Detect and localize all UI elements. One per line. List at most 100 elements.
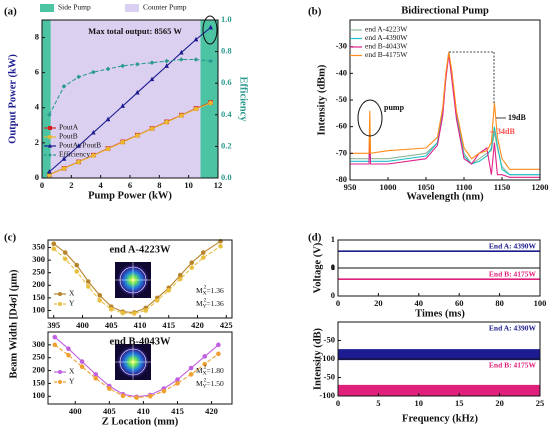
x-tick-label: 400	[69, 406, 82, 416]
y2-tick-label: 0.8	[221, 46, 232, 56]
x-tick-label: 8	[157, 180, 161, 190]
y-tick-label: -50	[324, 334, 335, 344]
series-line	[53, 245, 221, 315]
x-axis-label: Z Location (mm)	[102, 416, 179, 427]
y-tick-label: -60	[336, 121, 347, 131]
legend-label: end A-4223W	[365, 25, 408, 34]
legend-label: Side Pump	[58, 3, 91, 12]
data-point	[202, 354, 208, 359]
x-tick-label: 1000	[380, 182, 397, 192]
beam-inset	[115, 344, 151, 380]
x-axis-label: Wavelength (nm)	[406, 191, 484, 202]
region	[200, 20, 218, 178]
data-point	[47, 169, 52, 174]
annotation: pump	[384, 103, 405, 112]
data-point	[47, 112, 52, 118]
m2-base: M	[196, 299, 203, 308]
legend-label: end B-4175W	[365, 50, 408, 59]
y-tick-label: 150	[32, 292, 45, 302]
region	[50, 20, 201, 178]
x-tick-label: 425	[220, 320, 233, 330]
legend-label: PoutB	[59, 132, 78, 141]
y2-tick-label: 0.4	[221, 109, 232, 119]
data-point	[135, 89, 140, 95]
data-point	[97, 298, 103, 303]
y-tick-label: 0	[331, 262, 335, 272]
y-tick-label: 350	[32, 242, 45, 252]
y-tick-label: -80	[336, 174, 347, 184]
data-point	[179, 113, 184, 118]
x-tick-label: 1050	[418, 182, 435, 192]
x-tick-label: 415	[162, 320, 175, 330]
y2-tick-label: 0.0	[221, 172, 232, 182]
data-point	[177, 276, 183, 282]
m2-rest: =1.36	[206, 299, 224, 308]
y2-tick-label: 0.6	[221, 77, 232, 87]
data-point	[91, 129, 96, 135]
x-tick-label: 15	[455, 398, 464, 408]
x-tick-label: 415	[171, 406, 184, 416]
x-tick-label: 1150	[494, 182, 511, 192]
x-tick-label: 1200	[532, 182, 549, 192]
m2-rest: =1.36	[206, 286, 224, 295]
data-point	[216, 351, 221, 357]
annotation: Max total output: 8565 W	[88, 26, 182, 36]
y-tick-label: 1	[331, 234, 335, 244]
data-point	[161, 388, 167, 394]
data-point	[166, 288, 172, 293]
data-point	[193, 36, 199, 42]
data-point	[108, 306, 114, 312]
series-label: End B: 4175W	[489, 270, 537, 279]
annotation: 34dB	[497, 127, 515, 136]
y-tick-label: 2	[35, 137, 39, 147]
highlight-ellipse	[202, 15, 218, 45]
data-point	[120, 139, 125, 145]
y-tick-label: 200	[32, 279, 45, 289]
m2-base: M	[196, 366, 203, 375]
legend-swatch	[40, 4, 54, 12]
series-label: End A: 4390W	[489, 242, 537, 251]
data-point	[51, 246, 57, 252]
x-tick-label: 100	[534, 298, 547, 308]
y-tick-label: 100	[32, 390, 45, 400]
data-point	[164, 58, 169, 64]
legend-marker	[48, 126, 52, 130]
data-point	[61, 166, 67, 171]
data-point	[51, 241, 57, 247]
series-label: End B: 4175W	[489, 361, 537, 370]
x-tick-label: 1100	[456, 182, 473, 192]
plot-frame	[337, 267, 541, 297]
data-point	[177, 272, 183, 278]
y-tick-label: 1	[331, 262, 335, 272]
legend-label: Y	[69, 299, 75, 308]
m2-sub: Y	[203, 304, 207, 310]
data-point	[105, 116, 111, 122]
legend-marker	[48, 135, 52, 139]
y-axis-label: Output Power (kW)	[7, 54, 18, 144]
legend-marker	[48, 153, 52, 157]
x-tick-label: 410	[137, 406, 150, 416]
data-point	[164, 119, 169, 125]
legend-marker	[58, 380, 62, 384]
chart-title: Bidirectional Pump	[401, 5, 489, 16]
beam-quality: MY2=1.50	[196, 378, 224, 390]
legend-label: X	[69, 289, 75, 298]
data-point	[131, 311, 137, 316]
data-point	[216, 342, 221, 348]
data-point	[52, 334, 58, 340]
x-tick-label: 0	[336, 398, 340, 408]
x-tick-label: 6	[128, 180, 132, 190]
data-point	[179, 49, 184, 55]
data-point	[147, 393, 153, 399]
legend-label: X	[69, 367, 75, 376]
y-tick-label: 0	[331, 290, 335, 300]
y-tick-label: -100	[319, 353, 335, 363]
y-tick-label: -30	[336, 41, 347, 51]
data-point	[149, 60, 155, 65]
data-point	[85, 279, 91, 284]
panel-label: (a)	[4, 6, 17, 18]
data-point	[218, 243, 223, 249]
y-tick-label: 300	[32, 339, 45, 349]
y-tick-label: -70	[336, 147, 347, 157]
m2-sub: X	[203, 371, 207, 377]
